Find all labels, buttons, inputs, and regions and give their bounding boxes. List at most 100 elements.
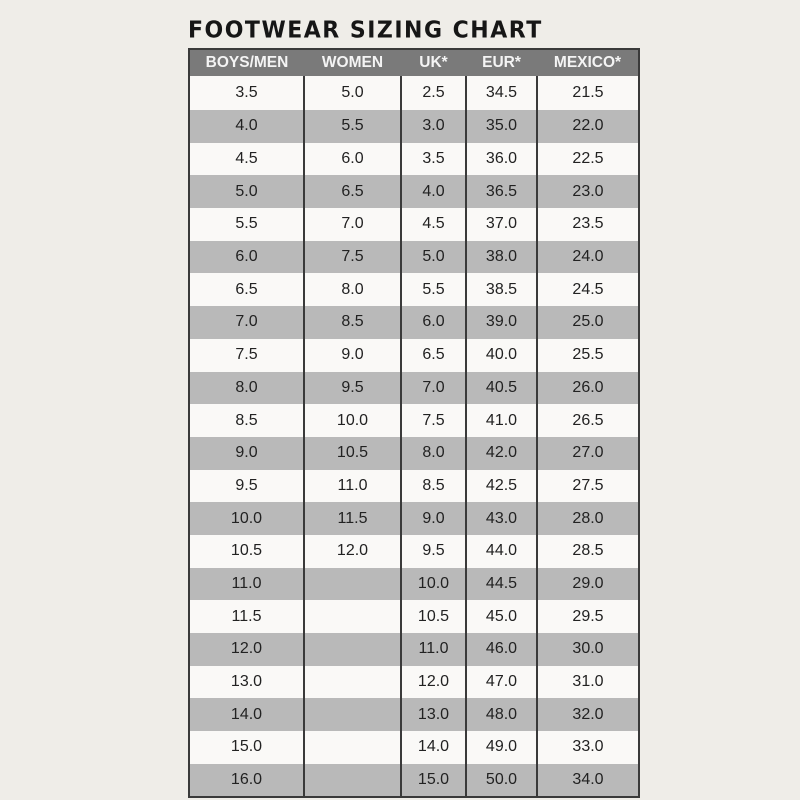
table-cell: 36.5 <box>465 175 538 209</box>
table-cell: 36.0 <box>465 142 538 176</box>
table-row: 9.5 11.0 8.5 42.5 27.5 <box>188 469 640 503</box>
table-cell: 34.0 <box>536 763 640 798</box>
table-cell: 6.5 <box>188 273 305 307</box>
page-title: FOOTWEAR SIZING CHART <box>188 17 543 44</box>
table-cell: 4.0 <box>400 175 467 209</box>
table-row: 10.0 11.5 9.0 43.0 28.0 <box>188 502 640 535</box>
table-cell: 5.5 <box>400 273 467 307</box>
table-cell: 24.0 <box>536 240 640 274</box>
table-cell: 7.5 <box>188 338 305 372</box>
table-cell: 4.5 <box>188 142 305 176</box>
table-cell: 8.5 <box>188 404 305 437</box>
table-row: 4.0 5.5 3.0 35.0 22.0 <box>188 110 640 143</box>
table-cell: 5.0 <box>303 76 402 110</box>
table-cell: 10.0 <box>303 404 402 437</box>
table-cell: 12.0 <box>188 633 305 666</box>
table-row: 7.5 9.0 6.5 40.0 25.5 <box>188 338 640 372</box>
table-cell: 9.5 <box>303 371 402 405</box>
table-cell: 15.0 <box>400 763 467 798</box>
table-cell: 38.5 <box>465 273 538 307</box>
table-cell: 8.0 <box>303 273 402 307</box>
table-cell: 42.5 <box>465 469 538 503</box>
table-cell: 39.0 <box>465 306 538 339</box>
table-cell <box>303 698 402 732</box>
table-row: 15.0 14.0 49.0 33.0 <box>188 731 640 764</box>
table-cell: 10.5 <box>303 436 402 470</box>
table-cell: 6.0 <box>400 306 467 339</box>
table-cell: 32.0 <box>536 698 640 732</box>
table-cell: 34.5 <box>465 76 538 110</box>
table-cell: 23.5 <box>536 208 640 241</box>
table-cell: 49.0 <box>465 731 538 764</box>
table-cell: 9.5 <box>400 534 467 568</box>
table-cell: 44.5 <box>465 567 538 601</box>
table-cell <box>303 763 402 798</box>
table-cell: 50.0 <box>465 763 538 798</box>
table-cell: 26.0 <box>536 371 640 405</box>
table-cell: 14.0 <box>188 698 305 732</box>
table-cell: 12.0 <box>303 534 402 568</box>
table-cell: 7.0 <box>400 371 467 405</box>
table-cell: 44.0 <box>465 534 538 568</box>
table-cell: 7.0 <box>303 208 402 241</box>
table-cell: 22.5 <box>536 142 640 176</box>
table-cell: 48.0 <box>465 698 538 732</box>
table-cell: 8.0 <box>400 436 467 470</box>
table-cell: 7.5 <box>303 240 402 274</box>
column-header: BOYS/MEN <box>189 49 304 76</box>
table-cell: 4.5 <box>400 208 467 241</box>
table-cell: 5.0 <box>400 240 467 274</box>
table-cell: 10.0 <box>400 567 467 601</box>
table-cell: 11.0 <box>400 633 467 666</box>
table-cell: 7.0 <box>188 306 305 339</box>
table-cell: 4.0 <box>188 110 305 143</box>
table-cell: 9.0 <box>303 338 402 372</box>
table-cell: 45.0 <box>465 600 538 633</box>
table-cell: 5.5 <box>188 208 305 241</box>
table-row: 12.0 11.0 46.0 30.0 <box>188 633 640 666</box>
table-cell: 11.5 <box>188 600 305 633</box>
table-row: 6.0 7.5 5.0 38.0 24.0 <box>188 240 640 274</box>
table-cell: 9.0 <box>188 436 305 470</box>
table-row: 3.5 5.0 2.5 34.5 21.5 <box>188 76 640 110</box>
table-cell: 16.0 <box>188 763 305 798</box>
table-cell: 26.5 <box>536 404 640 437</box>
table-cell: 9.5 <box>188 469 305 503</box>
table-cell: 25.5 <box>536 338 640 372</box>
table-cell: 5.0 <box>188 175 305 209</box>
table-cell: 2.5 <box>400 76 467 110</box>
table-cell: 5.5 <box>303 110 402 143</box>
table-cell: 8.0 <box>188 371 305 405</box>
table-cell: 38.0 <box>465 240 538 274</box>
table-cell: 3.5 <box>400 142 467 176</box>
table-row: 7.0 8.5 6.0 39.0 25.0 <box>188 306 640 339</box>
table-cell: 6.5 <box>400 338 467 372</box>
table-cell: 13.0 <box>188 665 305 699</box>
table-cell: 35.0 <box>465 110 538 143</box>
table-cell: 40.5 <box>465 371 538 405</box>
table-cell: 30.0 <box>536 633 640 666</box>
table-cell: 29.0 <box>536 567 640 601</box>
table-cell: 43.0 <box>465 502 538 535</box>
table-cell: 11.0 <box>303 469 402 503</box>
table-cell: 8.5 <box>400 469 467 503</box>
table-row: 8.0 9.5 7.0 40.5 26.0 <box>188 371 640 405</box>
table-cell: 7.5 <box>400 404 467 437</box>
table-cell: 42.0 <box>465 436 538 470</box>
table-cell: 47.0 <box>465 665 538 699</box>
table-cell: 28.0 <box>536 502 640 535</box>
table-cell <box>303 731 402 764</box>
table-cell: 3.5 <box>188 76 305 110</box>
table-cell: 27.0 <box>536 436 640 470</box>
table-cell: 29.5 <box>536 600 640 633</box>
table-row: 16.0 15.0 50.0 34.0 <box>188 763 640 798</box>
table-cell: 15.0 <box>188 731 305 764</box>
column-header: EUR* <box>466 49 537 76</box>
table-cell: 10.5 <box>188 534 305 568</box>
table-cell: 31.0 <box>536 665 640 699</box>
table-cell: 25.0 <box>536 306 640 339</box>
table-row: 6.5 8.0 5.5 38.5 24.5 <box>188 273 640 307</box>
sizing-table: BOYS/MEN WOMEN UK* EUR* MEXICO* 3.5 5.0 2.5 34.… <box>188 48 640 799</box>
table-cell: 41.0 <box>465 404 538 437</box>
table-row: 10.5 12.0 9.5 44.0 28.5 <box>188 534 640 568</box>
